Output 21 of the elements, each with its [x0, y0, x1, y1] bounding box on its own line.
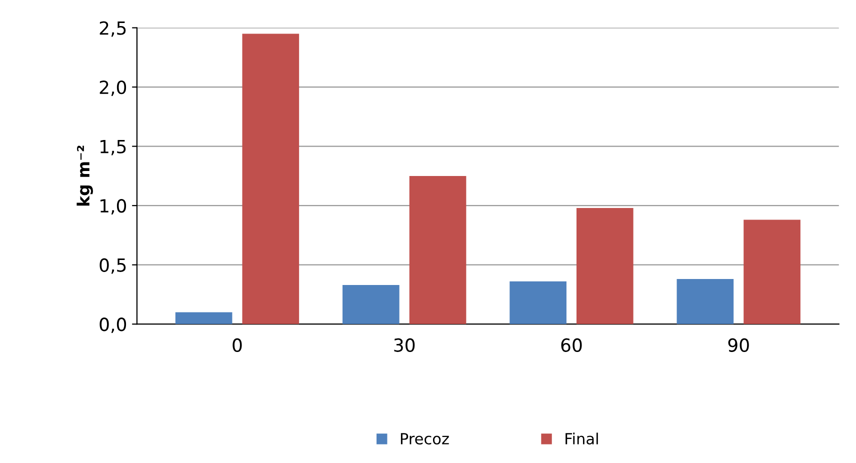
y-tick-label: 0,0	[100, 318, 126, 334]
legend-label: Final	[566, 432, 598, 444]
bar	[175, 312, 232, 324]
bar	[744, 220, 800, 324]
x-tick-label: 0	[232, 338, 242, 352]
y-tick-label: 1,5	[100, 140, 126, 156]
y-tick-label: 2,5	[100, 21, 126, 37]
bar	[242, 34, 300, 324]
x-tick-label: 90	[728, 338, 749, 352]
bar	[676, 279, 734, 324]
bar	[409, 176, 466, 324]
y-axis-title: kg m⁻²	[76, 146, 93, 206]
bar	[576, 208, 634, 324]
legend-label: Precoz	[400, 433, 449, 444]
y-tick-label: 0,5	[100, 258, 126, 274]
bar	[510, 281, 566, 324]
bar	[342, 284, 400, 324]
y-tick-label: 1,0	[100, 199, 126, 215]
x-tick-label: 30	[394, 338, 415, 352]
x-tick-label: 60	[561, 338, 582, 352]
y-tick-label: 2,0	[100, 80, 126, 96]
